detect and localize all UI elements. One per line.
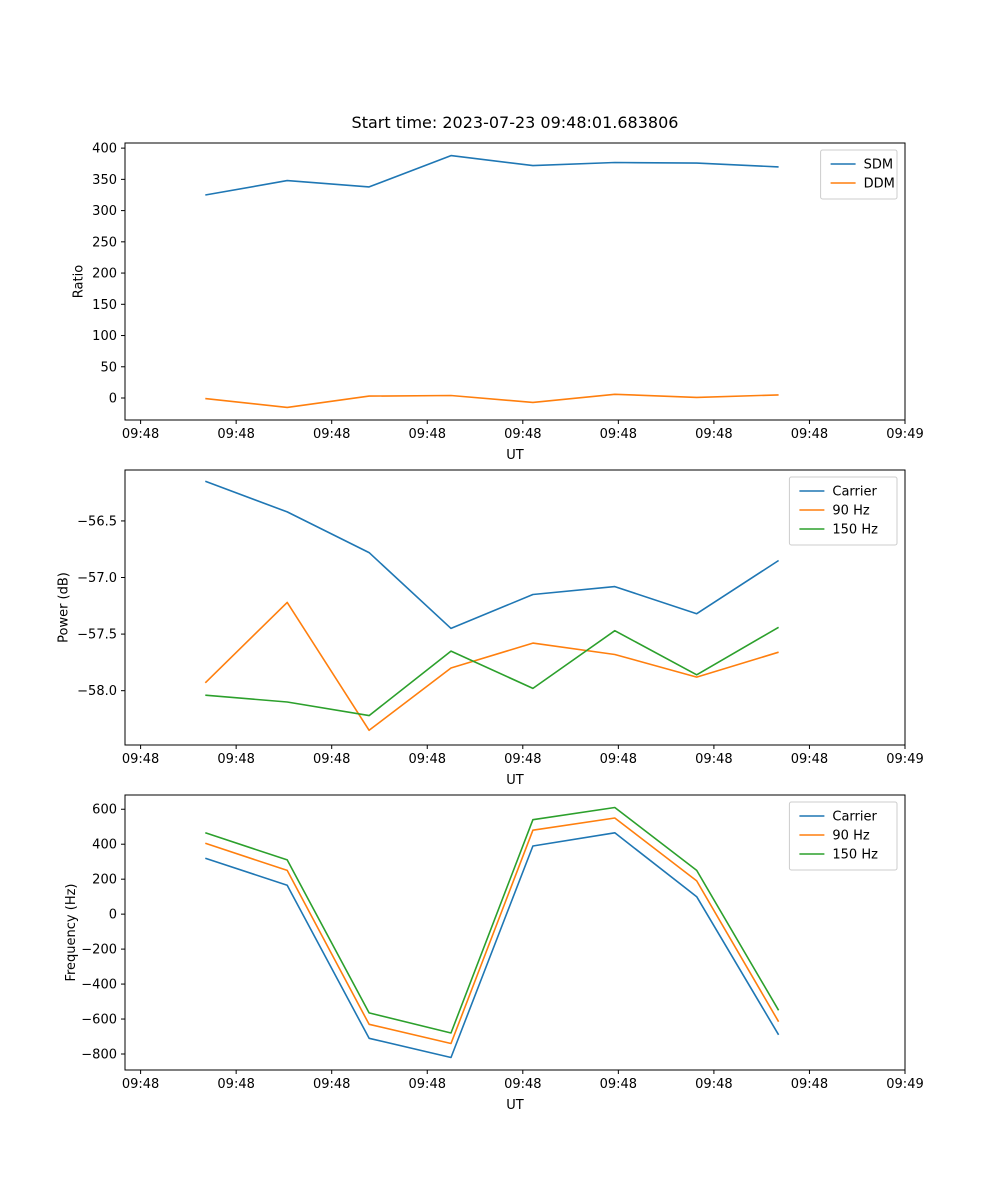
legend-label: DDM xyxy=(864,177,895,192)
x-tick-label: 09:48 xyxy=(217,427,254,442)
x-tick-label: 09:48 xyxy=(600,427,637,442)
x-tick-label: 09:48 xyxy=(122,427,159,442)
y-tick-label: −57.5 xyxy=(77,628,117,643)
x-axis-label: UT xyxy=(506,773,524,788)
y-tick-label: 400 xyxy=(92,838,117,853)
x-tick-label: 09:48 xyxy=(695,752,732,767)
x-tick-label: 09:49 xyxy=(886,752,923,767)
x-tick-label: 09:48 xyxy=(409,752,446,767)
y-tick-label: 250 xyxy=(92,235,117,250)
y-tick-label: 350 xyxy=(92,173,117,188)
legend: Carrier 90 Hz 150 Hz xyxy=(788,801,898,871)
legend: SDM DDM xyxy=(820,149,898,200)
y-tick-label: −800 xyxy=(81,1048,117,1063)
y-tick-label: −600 xyxy=(81,1013,117,1028)
series-line-150-hz xyxy=(205,626,780,717)
x-tick-label: 09:48 xyxy=(217,752,254,767)
figure-title: Start time: 2023-07-23 09:48:01.683806 xyxy=(351,113,679,132)
y-tick-label: −56.5 xyxy=(77,514,117,529)
y-tick-label: 0 xyxy=(109,392,117,407)
y-tick-label: 200 xyxy=(92,267,117,282)
x-axis-label: UT xyxy=(506,1098,524,1113)
x-tick-label: 09:48 xyxy=(695,1077,732,1092)
y-tick-label: 0 xyxy=(109,908,117,923)
x-tick-label: 09:49 xyxy=(886,427,923,442)
series-line-90-hz xyxy=(204,601,779,732)
series-line-carrier xyxy=(205,480,780,630)
y-tick-label: 200 xyxy=(92,873,117,888)
x-tick-label: 09:48 xyxy=(791,752,828,767)
y-tick-label: −200 xyxy=(81,943,117,958)
y-axis-label: Ratio xyxy=(72,265,87,298)
legend-label: 90 Hz xyxy=(832,829,869,844)
x-tick-label: 09:48 xyxy=(409,427,446,442)
x-tick-label: 09:48 xyxy=(600,1077,637,1092)
x-tick-label: 09:48 xyxy=(791,427,828,442)
series-line-90-hz xyxy=(205,817,780,1045)
x-tick-label: 09:48 xyxy=(217,1077,254,1092)
legend-label: 150 Hz xyxy=(832,848,878,863)
legend-box xyxy=(788,476,898,546)
legend-label: SDM xyxy=(864,158,893,173)
series-line-ddm xyxy=(205,393,779,409)
legend-label: 150 Hz xyxy=(832,523,878,538)
axes-frame xyxy=(124,142,906,421)
y-tick-label: 150 xyxy=(92,298,117,313)
y-tick-label: 400 xyxy=(92,142,117,157)
x-tick-label: 09:48 xyxy=(313,427,350,442)
x-tick-label: 09:48 xyxy=(504,427,541,442)
legend-box xyxy=(788,801,898,871)
y-tick-label: −400 xyxy=(81,978,117,993)
subplot-frequency-hz: 09:48 09:48 09:48 09:48 09:48 09:48 09:48 09:48… xyxy=(64,794,924,1113)
y-tick-label: 50 xyxy=(100,360,117,375)
legend-label: 90 Hz xyxy=(832,504,869,519)
y-tick-label: 100 xyxy=(92,329,117,344)
x-tick-label: 09:48 xyxy=(313,752,350,767)
series-line-carrier xyxy=(205,831,780,1059)
x-axis-label: UT xyxy=(506,448,524,463)
x-tick-label: 09:48 xyxy=(791,1077,828,1092)
subplot-ratio: 09:48 09:48 09:48 09:48 09:48 09:48 09:48 09:48… xyxy=(72,142,924,463)
series-line-150-hz xyxy=(205,806,780,1034)
x-tick-label: 09:48 xyxy=(313,1077,350,1092)
y-tick-label: −58.0 xyxy=(77,684,117,699)
x-tick-label: 09:49 xyxy=(886,1077,923,1092)
x-tick-label: 09:48 xyxy=(504,1077,541,1092)
x-tick-label: 09:48 xyxy=(600,752,637,767)
y-axis-label: Power (dB) xyxy=(57,572,72,643)
y-tick-label: 600 xyxy=(92,803,117,818)
y-tick-label: −57.0 xyxy=(77,571,117,586)
y-tick-label: 300 xyxy=(92,204,117,219)
axes-frame xyxy=(124,794,906,1071)
axes-frame xyxy=(124,469,906,746)
x-tick-label: 09:48 xyxy=(409,1077,446,1092)
legend: Carrier 90 Hz 150 Hz xyxy=(788,476,898,546)
y-axis-label: Frequency (Hz) xyxy=(64,883,79,981)
legend-label: Carrier xyxy=(832,810,877,825)
legend-box xyxy=(820,149,898,200)
legend-label: Carrier xyxy=(832,485,877,500)
x-tick-label: 09:48 xyxy=(695,427,732,442)
x-tick-label: 09:48 xyxy=(504,752,541,767)
series-line-sdm xyxy=(205,154,779,196)
subplot-power-db: 09:48 09:48 09:48 09:48 09:48 09:48 09:48 09:48… xyxy=(57,469,924,788)
x-tick-label: 09:48 xyxy=(122,752,159,767)
x-tick-label: 09:48 xyxy=(122,1077,159,1092)
